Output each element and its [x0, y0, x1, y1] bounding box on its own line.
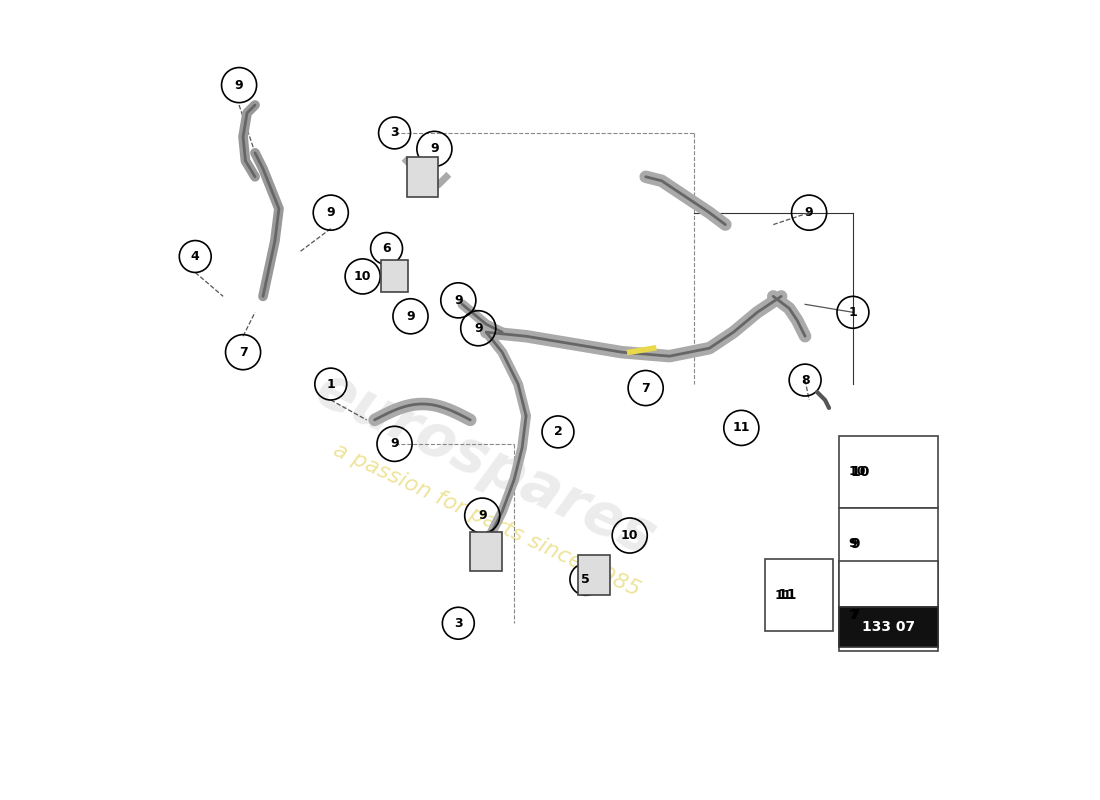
Bar	[381, 261, 408, 292]
Text: 9: 9	[848, 537, 857, 550]
Text: 11: 11	[733, 422, 750, 434]
Text: 9: 9	[477, 509, 486, 522]
Text: 11: 11	[778, 588, 796, 602]
Text: 3: 3	[454, 617, 463, 630]
Text: 5: 5	[582, 573, 591, 586]
Text: 9: 9	[474, 322, 483, 334]
Text: eurospares: eurospares	[307, 360, 666, 567]
Text: 9: 9	[234, 78, 243, 91]
Text: a passion for parts since 1985: a passion for parts since 1985	[330, 439, 642, 600]
Text: 9: 9	[850, 537, 860, 550]
Text: 10: 10	[848, 466, 866, 478]
Bar	[471, 531, 503, 571]
Text: 9: 9	[454, 294, 463, 307]
Text: 6: 6	[383, 242, 390, 255]
FancyBboxPatch shape	[838, 579, 938, 651]
Text: 9: 9	[430, 142, 439, 155]
Text: 7: 7	[848, 609, 857, 622]
FancyBboxPatch shape	[838, 436, 938, 508]
Text: 10: 10	[850, 465, 870, 478]
Text: 9: 9	[390, 438, 399, 450]
Text: 7: 7	[239, 346, 248, 358]
Text: 9: 9	[805, 206, 813, 219]
Text: 8: 8	[801, 374, 810, 386]
FancyBboxPatch shape	[838, 607, 938, 647]
FancyBboxPatch shape	[766, 559, 833, 631]
Text: 10: 10	[354, 270, 372, 283]
Text: 1: 1	[327, 378, 336, 390]
FancyBboxPatch shape	[838, 562, 938, 607]
Text: 11: 11	[774, 589, 792, 602]
Text: 7: 7	[850, 608, 860, 622]
Text: 7: 7	[641, 382, 650, 394]
FancyBboxPatch shape	[838, 508, 938, 579]
Text: 9: 9	[406, 310, 415, 322]
Text: 133 07: 133 07	[862, 620, 915, 634]
Text: 4: 4	[191, 250, 199, 263]
Text: 10: 10	[621, 529, 638, 542]
Text: 2: 2	[553, 426, 562, 438]
Text: 1: 1	[848, 306, 857, 319]
Bar	[578, 555, 609, 595]
Text: 3: 3	[390, 126, 399, 139]
Bar	[407, 157, 439, 197]
Text: 9: 9	[327, 206, 336, 219]
